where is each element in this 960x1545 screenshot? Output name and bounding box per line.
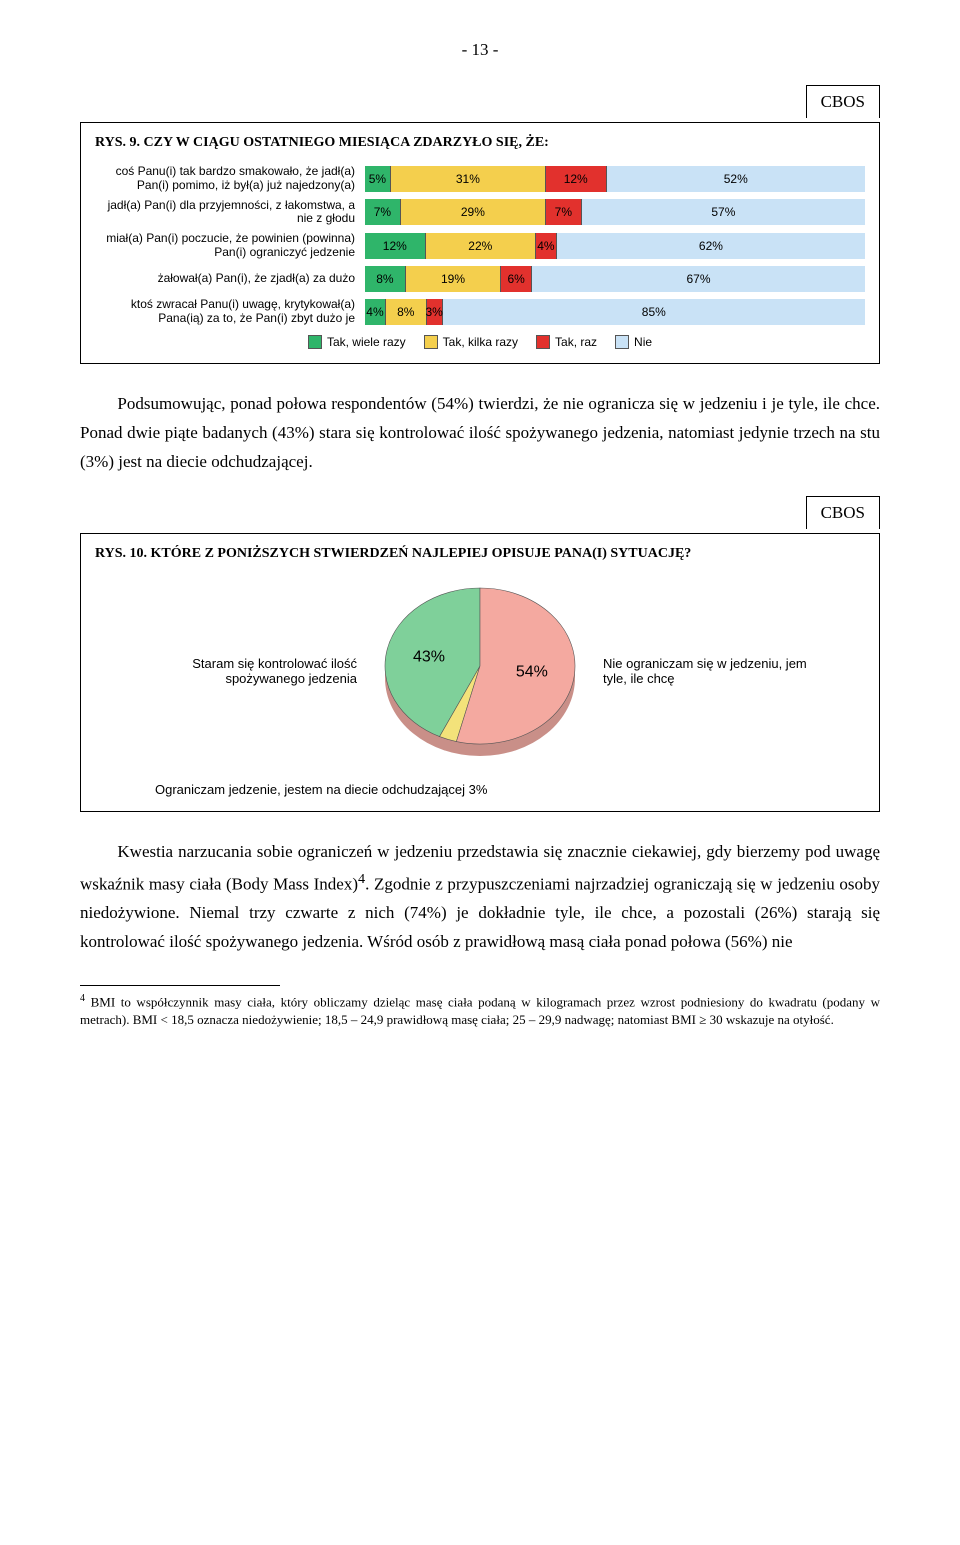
bar-segment: 8%: [386, 299, 427, 325]
bar-segment: 19%: [406, 266, 501, 292]
stacked-bar: 8%19%6%67%: [365, 266, 865, 292]
bar-segment: 5%: [365, 166, 391, 192]
legend-swatch: [308, 335, 322, 349]
figure-9: CBOS RYS. 9. CZY W CIĄGU OSTATNIEGO MIES…: [80, 122, 880, 364]
legend-item: Tak, wiele razy: [308, 335, 406, 349]
page-number: - 13 -: [80, 40, 880, 60]
cbos-label: CBOS: [806, 85, 880, 118]
pie-label-below: Ograniczam jedzenie, jestem na diecie od…: [155, 782, 865, 797]
footnote-rule: [80, 985, 280, 986]
paragraph-1: Podsumowując, ponad połowa respondentów …: [80, 390, 880, 477]
legend-swatch: [615, 335, 629, 349]
figure-10: CBOS RYS. 10. KTÓRE Z PONIŻSZYCH STWIERD…: [80, 533, 880, 812]
legend-text: Tak, kilka razy: [443, 335, 518, 349]
bar-segment: 6%: [501, 266, 532, 292]
bar-segment: 52%: [607, 166, 865, 192]
bar-segment: 12%: [546, 166, 607, 192]
pie-pct-label: 54%: [516, 663, 548, 680]
bar-segment: 62%: [557, 233, 865, 259]
stacked-bar: 12%22%4%62%: [365, 233, 865, 259]
stacked-bar: 4%8%3%85%: [365, 299, 865, 325]
bar-label: coś Panu(i) tak bardzo smakowało, że jad…: [95, 165, 365, 193]
bar-label: jadł(a) Pan(i) dla przyjemności, z łakom…: [95, 199, 365, 227]
legend-text: Tak, wiele razy: [327, 335, 406, 349]
bar-segment: 31%: [391, 166, 546, 192]
bar-row: jadł(a) Pan(i) dla przyjemności, z łakom…: [95, 199, 865, 227]
pie-chart: 43% 54%: [365, 576, 595, 766]
legend-text: Tak, raz: [555, 335, 597, 349]
legend-item: Tak, kilka razy: [424, 335, 518, 349]
bar-label: żałował(a) Pan(i), że zjadł(a) za dużo: [95, 272, 365, 286]
legend-item: Tak, raz: [536, 335, 597, 349]
bar-segment: 57%: [582, 199, 865, 225]
bar-segment: 67%: [532, 266, 865, 292]
bar-segment: 4%: [365, 299, 386, 325]
bar-row: coś Panu(i) tak bardzo smakowało, że jad…: [95, 165, 865, 193]
figure-9-title: RYS. 9. CZY W CIĄGU OSTATNIEGO MIESIĄCA …: [95, 135, 865, 151]
bar-segment: 22%: [426, 233, 536, 259]
bar-segment: 7%: [546, 199, 582, 225]
bar-segment: 29%: [401, 199, 546, 225]
bar-segment: 4%: [536, 233, 557, 259]
pie-pct-label: 43%: [413, 649, 445, 666]
cbos-label: CBOS: [806, 496, 880, 529]
figure-9-legend: Tak, wiele razy Tak, kilka razy Tak, raz Ni…: [95, 335, 865, 349]
paragraph-2: Kwestia narzucania sobie ograniczeń w je…: [80, 838, 880, 957]
bar-segment: 3%: [427, 299, 443, 325]
bar-segment: 85%: [443, 299, 865, 325]
bar-segment: 8%: [365, 266, 406, 292]
legend-swatch: [536, 335, 550, 349]
bar-label: ktoś zwracał Panu(i) uwagę, krytykował(a…: [95, 298, 365, 326]
figure-10-title: RYS. 10. KTÓRE Z PONIŻSZYCH STWIERDZEŃ N…: [95, 546, 865, 562]
bar-segment: 12%: [365, 233, 426, 259]
bar-label: miał(a) Pan(i) poczucie, że powinien (po…: [95, 232, 365, 260]
legend-item: Nie: [615, 335, 652, 349]
legend-text: Nie: [634, 335, 652, 349]
bar-row: miał(a) Pan(i) poczucie, że powinien (po…: [95, 232, 865, 260]
bar-segment: 7%: [365, 199, 401, 225]
stacked-bar: 7%29%7%57%: [365, 199, 865, 225]
bar-row: ktoś zwracał Panu(i) uwagę, krytykował(a…: [95, 298, 865, 326]
bar-row: żałował(a) Pan(i), że zjadł(a) za dużo8%…: [95, 266, 865, 292]
stacked-bar: 5%31%12%52%: [365, 166, 865, 192]
pie-label-right: Nie ograniczam się w jedzeniu, jem tyle,…: [595, 656, 813, 686]
pie-label-left: Staram się kontrolować ilość spożywanego…: [147, 656, 365, 686]
footnote: 4 BMI to współczynnik masy ciała, który …: [80, 992, 880, 1028]
legend-swatch: [424, 335, 438, 349]
